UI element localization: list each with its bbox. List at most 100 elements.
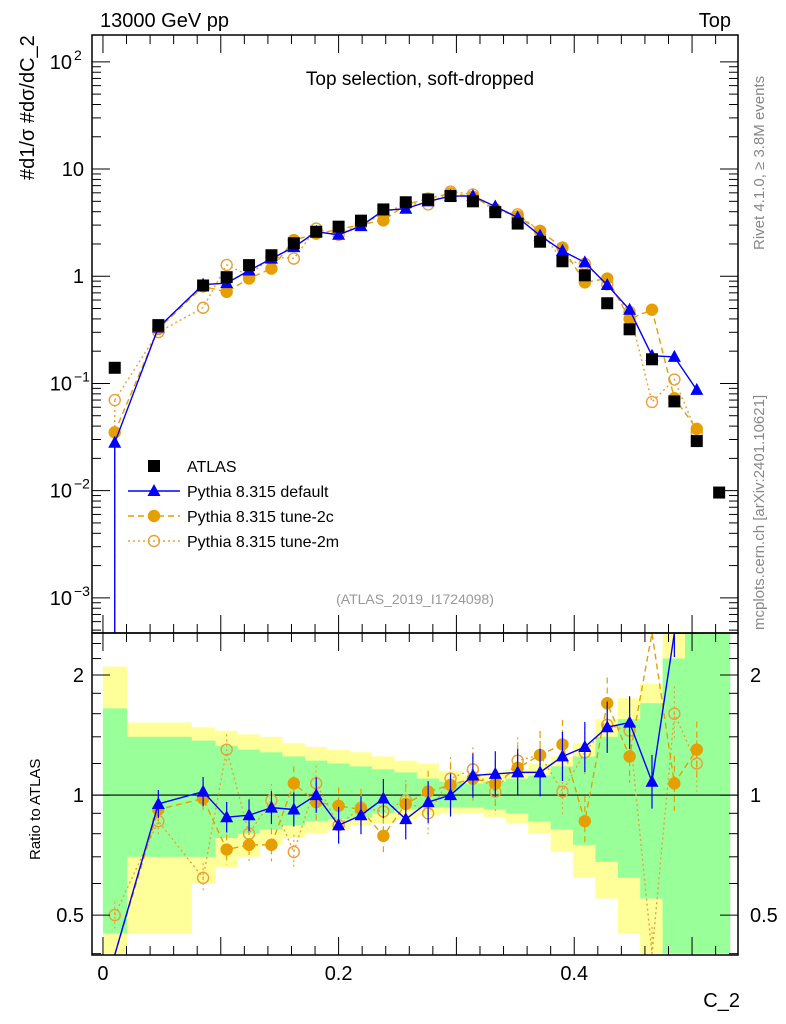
ratio-point (623, 715, 637, 728)
atlas-data-point (466, 195, 479, 208)
data-point (555, 243, 569, 256)
x-tick-label: 0.4 (560, 963, 588, 985)
data-point (377, 214, 390, 227)
atlas-data-point (152, 319, 165, 332)
atlas-data-point (310, 225, 323, 238)
ratio-point (668, 707, 681, 720)
stat-uncertainty-band (126, 736, 192, 857)
ratio-point (444, 788, 458, 801)
data-point (578, 255, 592, 268)
data-point (667, 349, 681, 362)
ratio-point (220, 843, 233, 856)
atlas-data-point (645, 353, 658, 366)
data-point (690, 422, 703, 436)
atlas-data-point (444, 190, 457, 203)
legend-entry: Pythia 8.315 tune-2m (187, 534, 339, 551)
ratio-y-tick-label: 1 (73, 785, 84, 807)
data-point (265, 262, 278, 275)
atlas-data-point (197, 279, 210, 292)
legend-marker (147, 509, 161, 523)
atlas-data-point (108, 361, 121, 374)
atlas-data-point (354, 214, 367, 227)
ratio-point (287, 802, 301, 815)
ratio-point (264, 800, 278, 813)
y-axis-label: #d1/σ #dσ/dC_2 (17, 35, 39, 180)
ratio-point (511, 765, 525, 778)
y-tick-label: 1 (73, 266, 84, 288)
ratio-point (196, 871, 210, 885)
y-tick-exponent: 2 (74, 47, 82, 63)
ratio-point (265, 838, 278, 852)
data-point (645, 395, 659, 409)
legend-marker (147, 534, 161, 548)
ratio-point (600, 720, 614, 733)
ratio-point (377, 829, 390, 843)
ratio-point (309, 788, 323, 801)
ratio-point (556, 785, 569, 798)
ratio-point (578, 814, 592, 828)
ratio-point (151, 796, 165, 809)
atlas-data-point (511, 217, 524, 230)
y-tick-exponent: −2 (74, 476, 90, 492)
ratio-point (376, 791, 390, 804)
data-point (332, 227, 346, 240)
atlas-data-point (377, 203, 390, 216)
atlas-data-point (713, 486, 726, 499)
ratio-y-tick-label: 2 (73, 665, 84, 687)
atlas-data-point (220, 271, 233, 284)
y-tick-label: 10 (50, 52, 72, 74)
data-point (668, 373, 681, 386)
x-axis-label: C_2 (703, 990, 740, 1012)
atlas-data-point (668, 395, 681, 408)
series-line (114, 190, 698, 433)
atlas-data-point (422, 193, 435, 206)
atlas-data-point (265, 249, 278, 262)
x-tick-label: 0 (97, 963, 108, 985)
atlas-data-point (534, 235, 547, 248)
atlas-data-point (399, 196, 412, 209)
ratio-y-tick-label-right: 1 (750, 785, 761, 807)
atlas-data-point (489, 206, 502, 219)
y-tick-label: 10 (50, 588, 72, 610)
atlas-data-point (690, 435, 703, 448)
plot-title: Top selection, soft-dropped (306, 69, 534, 90)
y-tick-label: 10 (50, 373, 72, 395)
ratio-point (555, 749, 569, 762)
ratio-point (354, 808, 368, 821)
ratio-point (242, 808, 256, 821)
stat-uncertainty-band (528, 775, 552, 822)
data-point (645, 303, 659, 316)
stat-uncertainty-band (707, 633, 731, 954)
atlas-data-point (287, 237, 300, 250)
legend-entry: Pythia 8.315 default (187, 484, 329, 501)
ratio-point (196, 784, 210, 797)
stat-uncertainty-band (684, 633, 708, 954)
atlas-data-point (623, 323, 636, 336)
y-tick-exponent: −3 (74, 583, 90, 599)
ratio-point (242, 838, 256, 852)
series-line (114, 195, 698, 443)
ratio-point (578, 739, 592, 752)
ratio-y-label: Ratio to ATLAS (27, 759, 44, 860)
atlas-data-point (243, 259, 256, 272)
y-tick-exponent: −1 (74, 368, 90, 384)
data-point (600, 277, 614, 290)
data-point (220, 258, 233, 272)
stat-uncertainty-band (505, 778, 529, 814)
ratio-point (399, 812, 413, 825)
data-point (623, 302, 637, 315)
data-point (690, 382, 704, 395)
ratio-point (690, 757, 703, 770)
mcplots-label: mcplots.cern.ch [arXiv:2401.10621] (751, 395, 768, 630)
ratio-point (220, 743, 233, 756)
ratio-y-tick-label: 0.5 (56, 905, 84, 927)
data-point (196, 301, 210, 314)
ratio-y-tick-label-right: 0.5 (750, 905, 778, 927)
x-tick-label: 0.2 (325, 963, 353, 985)
ratio-point (668, 777, 681, 790)
data-point (108, 393, 121, 407)
y-tick-label: 10 (50, 481, 72, 503)
data-point (108, 435, 122, 448)
atlas-data-point (601, 297, 614, 310)
